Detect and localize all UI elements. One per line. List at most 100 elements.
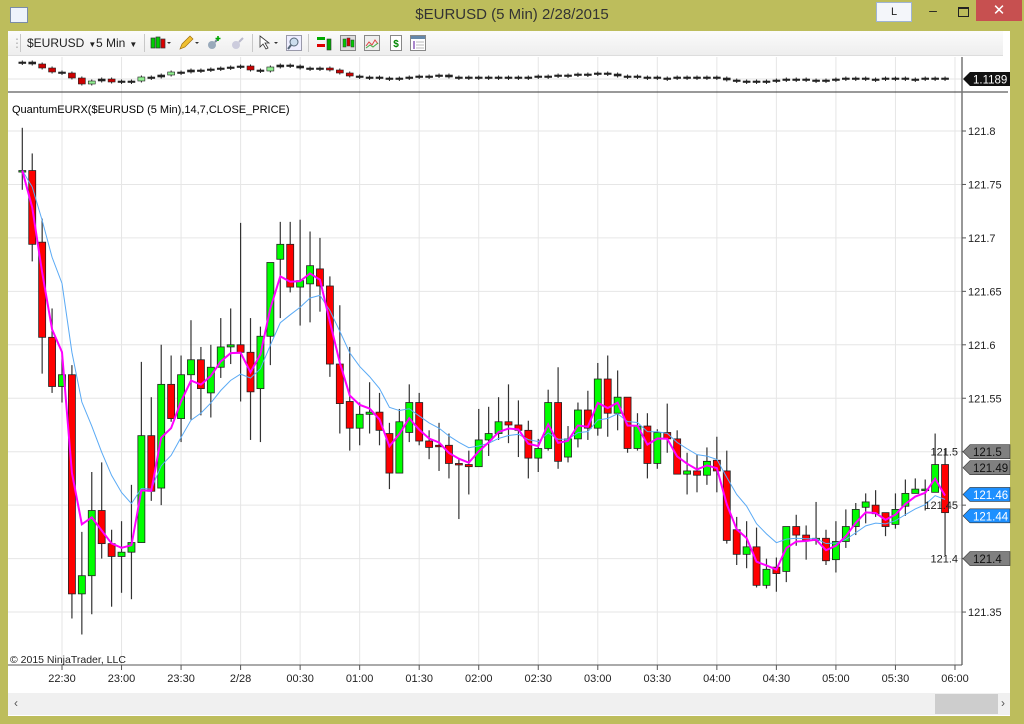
x-tick-label: 03:30 — [644, 673, 672, 685]
mini-candle — [593, 72, 602, 75]
mini-candle — [375, 76, 384, 79]
maximize-button[interactable] — [950, 2, 976, 22]
strategy-icon[interactable] — [316, 35, 332, 51]
mini-candle — [484, 76, 493, 79]
x-tick-label: 01:00 — [346, 673, 374, 685]
mini-candle — [633, 75, 642, 78]
x-tick-label: 23:00 — [108, 673, 136, 685]
properties-icon[interactable] — [364, 35, 380, 51]
y-tick-label: 121.45 — [924, 500, 958, 512]
mini-candle — [504, 76, 513, 79]
y-tick-label: 121.35 — [968, 607, 1002, 619]
mini-candle — [772, 79, 781, 82]
toolbar-divider — [144, 34, 145, 52]
interval-selector[interactable]: 5 Min ▼ — [96, 35, 137, 51]
mini-candle — [891, 77, 900, 80]
scrollbar-thumb[interactable] — [935, 694, 998, 714]
mini-candle — [802, 78, 810, 81]
x-tick-label: 02:00 — [465, 673, 493, 685]
mini-candle — [832, 78, 840, 81]
cursor-icon[interactable] — [258, 35, 280, 51]
mini-candle — [574, 73, 582, 76]
x-tick-label: 00:30 — [286, 673, 314, 685]
mini-candle — [187, 69, 195, 73]
price-marker — [962, 460, 1011, 475]
mini-candle — [405, 76, 414, 79]
mini-candle — [167, 71, 175, 76]
indicator-label: QuantumEURX($EURUSD (5 Min),14,7,CLOSE_P… — [12, 104, 290, 116]
mini-candle — [792, 78, 801, 81]
up-candle — [841, 526, 850, 542]
price-marker — [962, 487, 1011, 502]
up-candle — [117, 551, 126, 557]
x-tick-label: 03:00 — [584, 673, 612, 685]
add-indicator-icon[interactable] — [206, 35, 222, 51]
mini-candle — [534, 75, 543, 78]
remove-indicator-icon[interactable] — [230, 35, 246, 51]
close-button[interactable]: ✕ — [976, 0, 1022, 21]
mini-candle — [256, 69, 265, 72]
mini-candle — [921, 77, 930, 80]
zoom-icon[interactable] — [286, 35, 302, 51]
down-candle — [454, 463, 463, 466]
fast-indicator-line — [21, 170, 946, 571]
down-candle — [802, 534, 811, 541]
mini-candle — [38, 63, 46, 69]
down-candle — [197, 359, 205, 390]
mini-candle — [365, 76, 374, 79]
price-marker-label: 121.46 — [973, 490, 1008, 502]
mini-candle — [415, 75, 423, 78]
mini-candle — [584, 73, 592, 76]
x-tick-label: 23:30 — [167, 673, 195, 685]
mini-candle — [137, 76, 146, 82]
mini-candle — [157, 74, 166, 78]
mini-candle — [425, 75, 433, 78]
y-tick-label: 121.5 — [930, 447, 958, 459]
mini-candle — [931, 77, 939, 80]
horizontal-scrollbar[interactable]: ‹ › — [8, 693, 1010, 715]
mini-candle — [48, 67, 56, 73]
up-candle — [77, 575, 86, 595]
mini-candle — [564, 74, 572, 77]
mini-candle — [494, 76, 503, 79]
mini-candle — [355, 75, 364, 78]
mini-candle — [306, 67, 314, 70]
x-tick-label: 22:30 — [48, 673, 76, 685]
mini-candle — [286, 64, 295, 67]
scroll-right-icon[interactable]: › — [1001, 696, 1005, 710]
price-marker-label: 121.4 — [973, 554, 1002, 566]
mini-candle — [742, 80, 751, 83]
data-box-icon[interactable] — [410, 35, 426, 51]
down-candle — [425, 440, 434, 448]
y-tick-label: 121.7 — [968, 233, 996, 245]
mini-candle — [722, 77, 731, 81]
link-button[interactable]: L — [876, 2, 912, 22]
down-candle — [792, 526, 801, 536]
title-bar: $EURUSD (5 Min) 2/28/2015 L ‒ ✕ — [0, 0, 1024, 30]
bar-type-icon[interactable] — [150, 35, 172, 51]
mini-candle — [613, 73, 622, 77]
chart-style-icon[interactable] — [340, 35, 356, 51]
dollar-icon[interactable]: $ — [388, 35, 404, 51]
toolbar-divider — [308, 34, 309, 52]
down-candle — [623, 396, 632, 449]
mini-candle — [326, 67, 334, 71]
mini-candle — [127, 80, 136, 83]
mini-candle — [266, 66, 275, 72]
price-marker — [962, 508, 1011, 524]
chart-client-area: ⋮ $EURUSD ▼ 5 Min ▼ $ ‹ › — [8, 31, 1010, 716]
chart-axes: 121.8 121.75 121.7 121.65 121.6 121.55 121.5 12… — [8, 57, 1011, 685]
up-candle — [177, 374, 185, 419]
mini-candle — [732, 79, 741, 82]
chart-toolbar: ⋮ $EURUSD ▼ 5 Min ▼ $ — [8, 31, 1003, 56]
drawing-pencil-icon[interactable] — [178, 35, 200, 51]
scroll-left-icon[interactable]: ‹ — [14, 696, 18, 710]
minimize-button[interactable]: ‒ — [929, 2, 937, 18]
mini-candle — [296, 65, 304, 69]
mini-candle — [216, 67, 225, 70]
mini-candle — [842, 77, 850, 80]
mini-candle — [603, 72, 612, 75]
mini-candle — [871, 78, 880, 81]
instrument-selector[interactable]: $EURUSD ▼ — [27, 35, 96, 51]
